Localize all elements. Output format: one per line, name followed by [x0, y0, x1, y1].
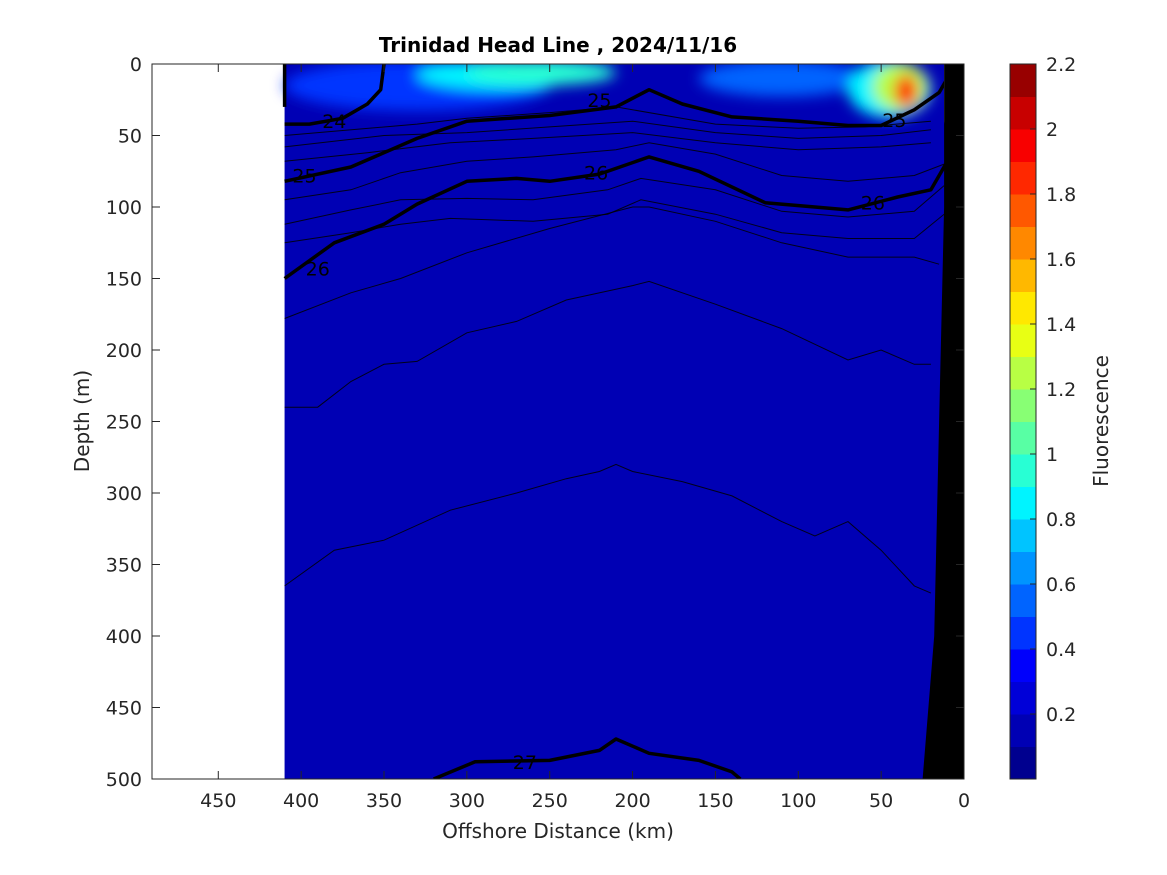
colorbar-tick-label: 2 — [1046, 119, 1058, 141]
x-tick-label: 450 — [200, 790, 236, 812]
colorbar-tick-label: 1 — [1046, 444, 1058, 466]
chart-title: Trinidad Head Line , 2024/11/16 — [379, 33, 737, 57]
y-tick-label: 200 — [106, 340, 142, 362]
thin-density-contours — [284, 106, 945, 594]
y-axis: 0 50 100 150 200 250 300 350 400 450 500 — [106, 54, 964, 791]
colorbar-level-7 — [1010, 519, 1036, 552]
colorbar-level-0 — [1010, 746, 1036, 780]
y-tick-label: 100 — [106, 197, 142, 219]
colorbar-level-18 — [1010, 161, 1036, 195]
colorbar-level-9 — [1010, 454, 1036, 487]
density-contour-26-3 — [283, 155, 949, 280]
x-tick-label: 100 — [780, 790, 816, 812]
surface-fluorescence-features — [284, 64, 931, 119]
x-axis: 450 400 350 300 250 200 150 100 50 0 — [200, 64, 970, 812]
y-tick-label: 350 — [106, 555, 142, 577]
x-tick-label: 50 — [869, 790, 893, 812]
colorbar-level-10 — [1010, 421, 1036, 455]
fluorescence-feature-6 — [894, 74, 918, 109]
contour-label-26: 26 — [584, 163, 608, 185]
colorbar-level-17 — [1010, 194, 1036, 227]
contour-label-24: 24 — [322, 111, 346, 133]
colorbar-tick-label: 2.2 — [1046, 54, 1076, 76]
colorbar-label: Fluorescence — [1089, 355, 1113, 487]
colorbar-level-6 — [1010, 551, 1036, 585]
colorbar-frame — [1009, 63, 1037, 780]
y-tick-label: 300 — [106, 483, 142, 505]
y-axis-label: Depth (m) — [70, 370, 94, 472]
contour-label-27: 27 — [513, 752, 537, 774]
colorbar — [1009, 63, 1037, 780]
colorbar-level-21 — [1010, 64, 1036, 97]
colorbar-level-20 — [1010, 96, 1036, 130]
colorbar-tick-label: 0.2 — [1046, 704, 1076, 726]
x-tick-label: 0 — [958, 790, 970, 812]
contour-labels: 24 25 25 25 26 26 26 27 — [292, 90, 906, 774]
fluorescence-feature-2 — [466, 64, 616, 86]
colorbar-level-12 — [1010, 356, 1036, 390]
y-tick-label: 450 — [106, 698, 142, 720]
colorbar-level-8 — [1010, 486, 1036, 520]
colorbar-level-1 — [1010, 714, 1036, 747]
thin-contour-6 — [284, 206, 940, 319]
colorbar-level-3 — [1010, 649, 1036, 682]
y-tick-label: 0 — [130, 54, 142, 76]
thin-contour-4 — [284, 177, 945, 225]
thin-contour-5 — [284, 199, 945, 244]
colorbar-level-19 — [1010, 129, 1036, 162]
x-tick-label: 200 — [614, 790, 650, 812]
x-tick-label: 350 — [366, 790, 402, 812]
thin-contour-3 — [284, 142, 945, 201]
x-axis-label: Offshore Distance (km) — [442, 819, 674, 843]
colorbar-tick-label: 0.6 — [1046, 574, 1076, 596]
density-contour-27-4 — [433, 737, 742, 779]
colorbar-ticks: 0.2 0.4 0.6 0.8 1 1.2 1.4 1.6 1.8 2 2.2 — [1030, 54, 1076, 726]
contour-label-25: 25 — [882, 110, 906, 132]
contour-label-26: 26 — [861, 193, 885, 215]
y-tick-label: 500 — [106, 769, 142, 791]
colorbar-tick-label: 1.2 — [1046, 379, 1076, 401]
colorbar-level-11 — [1010, 389, 1036, 422]
contour-label-25: 25 — [587, 90, 611, 112]
bathymetry — [922, 64, 964, 779]
thin-contour-8 — [284, 463, 932, 594]
y-tick-label: 150 — [106, 269, 142, 291]
colorbar-tick-label: 0.8 — [1046, 509, 1076, 531]
colorbar-level-2 — [1010, 681, 1036, 715]
colorbar-tick-label: 1.6 — [1046, 249, 1076, 271]
colorbar-level-13 — [1010, 324, 1036, 357]
colorbar-level-15 — [1010, 259, 1036, 292]
x-tick-label: 300 — [449, 790, 485, 812]
fluorescence-feature-3 — [698, 64, 865, 97]
y-tick-label: 400 — [106, 626, 142, 648]
x-tick-label: 150 — [697, 790, 733, 812]
labeled-density-contours — [282, 64, 949, 779]
density-contour-24-1 — [284, 64, 386, 126]
contour-label-26: 26 — [306, 258, 330, 280]
colorbar-level-14 — [1010, 291, 1036, 325]
x-tick-label: 400 — [283, 790, 319, 812]
thin-contour-7 — [284, 280, 931, 408]
contour-label-25: 25 — [292, 166, 316, 188]
density-contour-25-2 — [284, 77, 949, 184]
colorbar-tick-label: 1.8 — [1046, 184, 1076, 206]
colorbar-level-5 — [1010, 584, 1036, 617]
thin-contour-1 — [284, 120, 931, 148]
colorbar-level-16 — [1010, 226, 1036, 260]
plot-area: 24 25 25 25 26 26 26 27 — [152, 64, 964, 779]
fluorescence-field — [284, 64, 964, 779]
colorbar-tick-label: 0.4 — [1046, 639, 1076, 661]
colorbar-level-4 — [1010, 616, 1036, 650]
colorbar-tick-label: 1.4 — [1046, 314, 1076, 336]
y-tick-label: 50 — [118, 126, 142, 148]
x-tick-label: 250 — [532, 790, 568, 812]
y-tick-label: 250 — [106, 412, 142, 434]
